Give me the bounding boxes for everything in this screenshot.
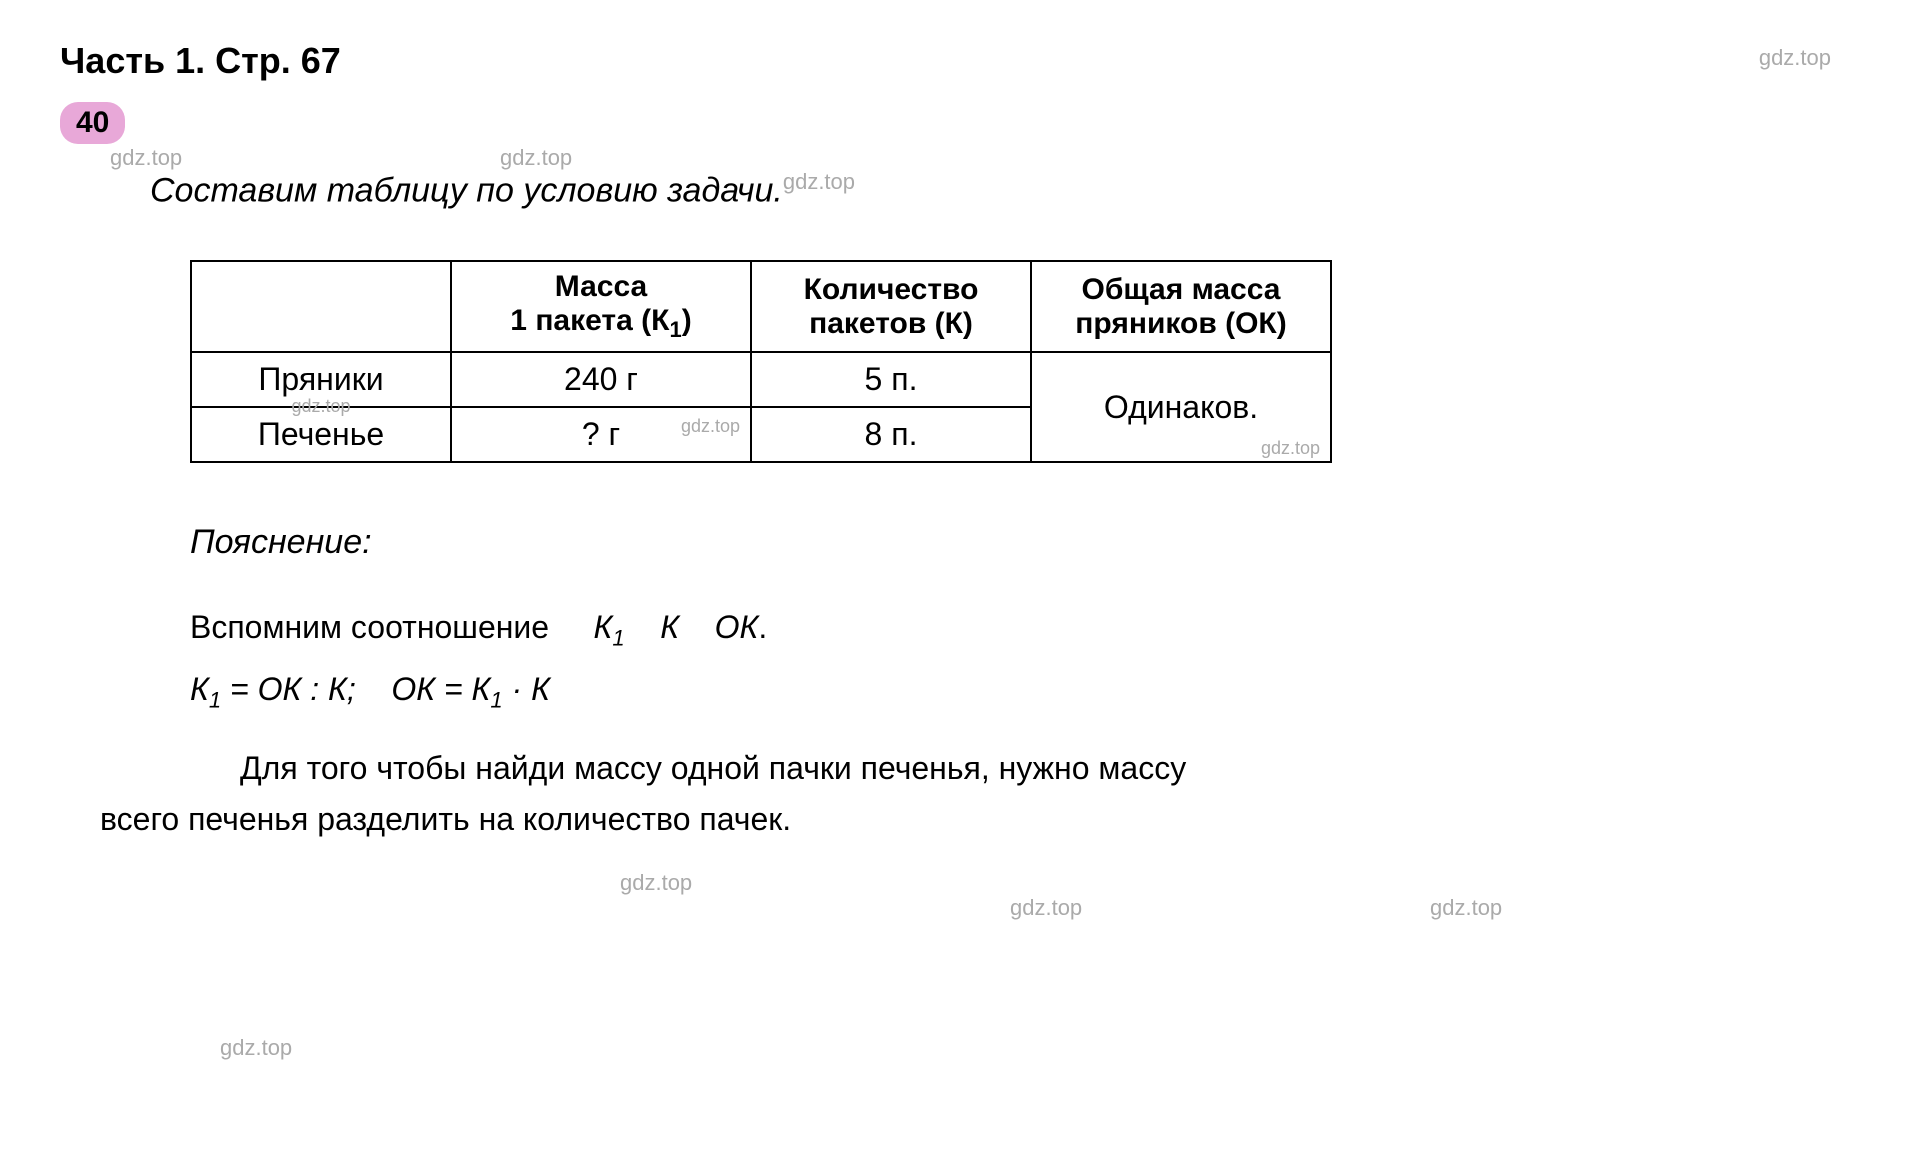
problem-number-badge: 40 xyxy=(60,102,125,144)
formula-line: К1 = ОК : К; ОК = К1 · К xyxy=(190,671,1851,713)
header-count-line1: Количество xyxy=(782,273,1000,307)
watermark-formula-mid: gdz.top xyxy=(620,870,692,896)
header-total-line1: Общая масса xyxy=(1062,273,1300,307)
table-header-row: Масса 1 пакета (К1) Количество пакетов (… xyxy=(191,261,1331,352)
total-mass-cell: Одинаков. gdz.top xyxy=(1031,352,1331,462)
watermark-formula-r1: gdz.top xyxy=(1010,895,1082,921)
data-table-container: Масса 1 пакета (К1) Количество пакетов (… xyxy=(190,260,1851,463)
header-mass-line2: 1 пакета (К1) xyxy=(482,304,720,343)
formula-eq: = ОК : К; xyxy=(221,671,356,707)
header-mass-line1: Масса xyxy=(482,270,720,304)
header-count-line2: пакетов (К) xyxy=(782,307,1000,341)
row0-count: 5 п. xyxy=(751,352,1031,407)
row1-label-text: Печенье xyxy=(258,416,384,452)
watermark-below-number: gdz.top xyxy=(110,145,182,171)
header-total: Общая масса пряников (ОК) xyxy=(1031,261,1331,352)
row1-label: Печенье gdz.top xyxy=(191,407,451,462)
header-empty xyxy=(191,261,451,352)
data-table: Масса 1 пакета (К1) Количество пакетов (… xyxy=(190,260,1332,463)
header-title: Часть 1. Стр. 67 xyxy=(60,40,341,81)
formula-k1: К1 xyxy=(190,671,221,707)
row1-mass-text: ? г xyxy=(582,416,620,452)
var-ok: ОК xyxy=(715,609,759,645)
header-total-line2: пряников (ОК) xyxy=(1062,307,1300,341)
row1-mass: ? г gdz.top xyxy=(451,407,751,462)
var-k1: К1 xyxy=(594,609,625,645)
watermark-row1-mass: gdz.top xyxy=(681,416,740,437)
final-text-line1: Для того чтобы найди массу одной пачки п… xyxy=(190,743,1851,794)
recall-text: Вспомним соотношение xyxy=(190,609,549,645)
row1-count: 8 п. xyxy=(751,407,1031,462)
table-row: Пряники 240 г 5 п. Одинаков. gdz.top xyxy=(191,352,1331,407)
row0-label: Пряники xyxy=(191,352,451,407)
watermark-total-cell: gdz.top xyxy=(1261,438,1320,459)
formula-ok: ОК = К1 · К xyxy=(391,671,550,707)
total-mass-value: Одинаков. xyxy=(1104,389,1258,425)
var-k: К xyxy=(660,609,679,645)
header-mass: Масса 1 пакета (К1) xyxy=(451,261,751,352)
instruction-text: Составим таблицу по условию задачи.gdz.t… xyxy=(150,169,1851,210)
page-header: Часть 1. Стр. 67 xyxy=(60,40,1851,82)
final-text-line2: всего печенья разделить на количество па… xyxy=(100,794,1851,845)
explanation-heading: Пояснение: xyxy=(190,523,1851,562)
watermark-after-instruction: gdz.top xyxy=(783,169,855,194)
watermark-formula-r2: gdz.top xyxy=(1430,895,1502,921)
recall-relation: Вспомним соотношение К1 К ОК. xyxy=(190,602,1851,656)
watermark-above-instruction: gdz.top xyxy=(500,145,572,171)
row0-mass: 240 г xyxy=(451,352,751,407)
instruction-content: Составим таблицу по условию задачи. xyxy=(150,171,783,209)
header-count: Количество пакетов (К) xyxy=(751,261,1031,352)
watermark-final: gdz.top xyxy=(220,1035,292,1061)
problem-block: 40 gdz.top gdz.top Составим таблицу по у… xyxy=(60,102,1851,210)
